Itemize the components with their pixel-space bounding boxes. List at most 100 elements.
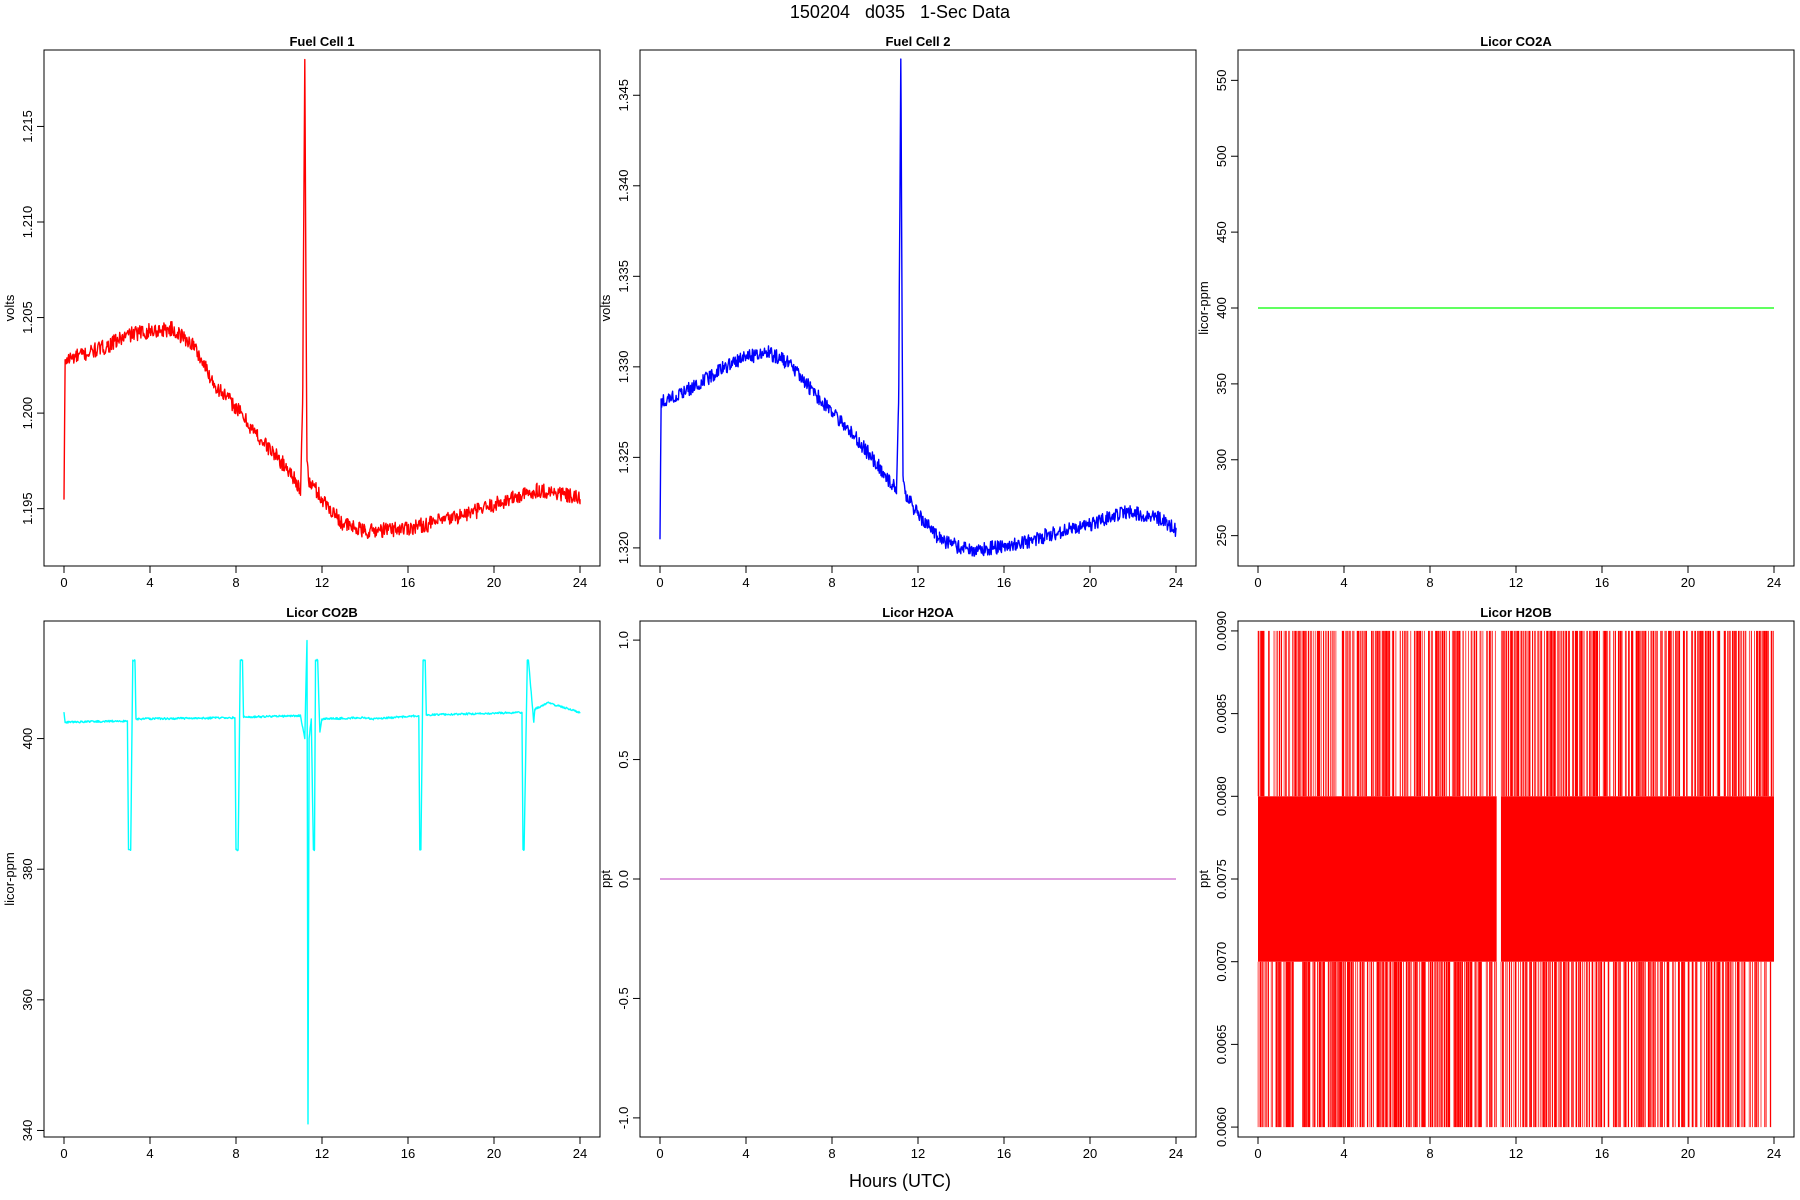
x-tick-label: 20 [487,575,501,590]
y-axis-label: volts [2,294,17,321]
y-axis-label: licor-ppm [2,852,17,905]
x-tick-label: 4 [742,575,749,590]
y-tick-label: 1.345 [616,79,631,112]
y-axis-label: ppt [1196,870,1211,888]
y-tick-label: 450 [1214,221,1229,243]
plot-frame [43,620,601,1138]
x-tick-label: 4 [1340,575,1347,590]
chart-title: Fuel Cell 2 [885,34,950,49]
y-tick-label: 380 [20,858,35,880]
x-axis-caption: Hours (UTC) [849,1171,951,1191]
y-tick-label: 0.5 [616,751,631,769]
x-tick-label: 24 [1169,575,1183,590]
x-tick-label: 20 [1083,575,1097,590]
x-tick-label: 4 [1340,1146,1347,1161]
y-tick-label: -1.0 [616,1107,631,1129]
y-tick-label: -0.5 [616,987,631,1009]
x-tick-label: 16 [997,575,1011,590]
y-tick-label: 0.0075 [1214,859,1229,899]
chart-panel: Licor H2OA ppt 0 4 8 12 16 20 24 -1.0 -0.5 0.0 0.5 1.… [598,605,1197,1161]
x-tick-label: 12 [315,575,329,590]
y-tick-label: 0.0070 [1214,942,1229,982]
chart-title: Licor H2OB [1480,605,1552,620]
series-band [1258,796,1497,962]
x-tick-label: 12 [911,1146,925,1161]
chart-title: Licor CO2B [286,605,358,620]
chart-title: Fuel Cell 1 [289,34,354,49]
x-tick-label: 8 [1426,575,1433,590]
x-tick-label: 20 [1681,575,1695,590]
x-tick-label: 8 [232,1146,239,1161]
y-tick-label: 350 [1214,373,1229,395]
y-tick-label: 0.0065 [1214,1025,1229,1065]
chart-panel: Licor H2OB ppt 0 4 8 12 16 20 24 0.0060 0.0065 0.00… [1196,605,1795,1161]
x-tick-label: 8 [1426,1146,1433,1161]
y-tick-label: 400 [20,728,35,750]
x-tick-label: 0 [1254,575,1261,590]
x-tick-label: 8 [232,575,239,590]
x-tick-label: 16 [1595,575,1609,590]
x-tick-label: 0 [60,1146,67,1161]
y-tick-label: 340 [20,1120,35,1142]
x-tick-label: 0 [1254,1146,1261,1161]
x-tick-label: 8 [828,575,835,590]
chart-panel: Licor CO2B licor-ppm 0 4 8 12 16 20 24 340 360 380 4… [2,605,601,1161]
x-tick-label: 4 [146,575,153,590]
x-tick-label: 0 [656,575,663,590]
x-tick-label: 24 [1767,575,1781,590]
y-tick-label: 1.200 [20,397,35,430]
chart-panel: Fuel Cell 1 volts 0 4 8 12 16 20 24 1.195 1.200 1.2… [2,34,601,590]
y-tick-label: 1.205 [20,301,35,334]
x-tick-label: 16 [997,1146,1011,1161]
chart-title: Licor CO2A [1480,34,1552,49]
y-axis-label: licor-ppm [1196,281,1211,334]
y-tick-label: 400 [1214,297,1229,319]
x-tick-label: 4 [146,1146,153,1161]
y-tick-label: 360 [20,989,35,1011]
y-tick-label: 0.0085 [1214,694,1229,734]
chart-title: Licor H2OA [882,605,954,620]
series-line [1257,630,1774,1128]
x-tick-label: 0 [656,1146,663,1161]
y-tick-label: 0.0060 [1214,1107,1229,1147]
x-tick-label: 24 [1169,1146,1183,1161]
chart-panel: Fuel Cell 2 volts 0 4 8 12 16 20 24 1.320 1.325 1.3… [598,34,1197,590]
y-tick-label: 0.0090 [1214,611,1229,651]
x-tick-label: 12 [1509,575,1523,590]
y-tick-label: 1.210 [20,206,35,239]
x-tick-label: 8 [828,1146,835,1161]
series-line [659,58,1177,557]
y-tick-label: 0.0080 [1214,776,1229,816]
y-tick-label: 0.0 [616,870,631,888]
x-tick-label: 24 [573,1146,587,1161]
series-line [63,58,581,539]
plot-frame [639,49,1197,567]
x-tick-label: 24 [573,575,587,590]
y-axis-label: ppt [598,870,613,888]
y-tick-label: 1.340 [616,170,631,203]
x-tick-label: 20 [1083,1146,1097,1161]
y-tick-label: 1.325 [616,441,631,474]
y-axis-label: volts [598,294,613,321]
y-tick-label: 1.335 [616,260,631,293]
x-tick-label: 12 [315,1146,329,1161]
page-title: 150204 d035 1-Sec Data [789,2,1011,22]
y-tick-label: 1.195 [20,492,35,525]
series-band [1500,796,1774,962]
x-tick-label: 16 [401,1146,415,1161]
x-tick-label: 4 [742,1146,749,1161]
chart-panel: Licor CO2A licor-ppm 0 4 8 12 16 20 24 250 300 350 4… [1196,34,1795,590]
x-tick-label: 20 [487,1146,501,1161]
y-tick-label: 1.330 [616,351,631,384]
series-line [63,639,581,1125]
x-tick-label: 12 [911,575,925,590]
y-tick-label: 1.0 [616,631,631,649]
x-tick-label: 16 [401,575,415,590]
y-tick-label: 250 [1214,525,1229,547]
y-tick-label: 500 [1214,145,1229,167]
y-tick-label: 1.215 [20,110,35,143]
y-tick-label: 1.320 [616,532,631,565]
x-tick-label: 12 [1509,1146,1523,1161]
x-tick-label: 24 [1767,1146,1781,1161]
